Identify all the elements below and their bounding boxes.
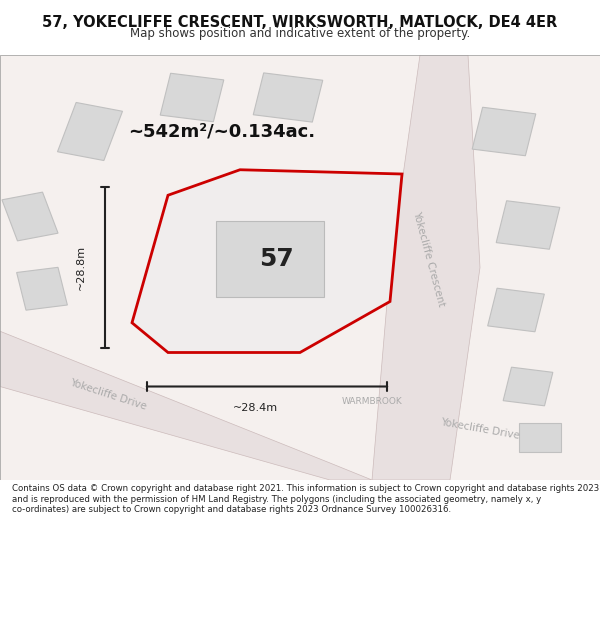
Bar bbox=[488, 288, 544, 332]
Bar bbox=[253, 73, 323, 122]
Polygon shape bbox=[132, 170, 402, 352]
Polygon shape bbox=[0, 331, 372, 480]
Text: WARMBROOK: WARMBROOK bbox=[342, 397, 403, 406]
Bar bbox=[17, 268, 67, 310]
Text: ~28.8m: ~28.8m bbox=[76, 245, 86, 290]
Bar bbox=[160, 73, 224, 122]
Bar bbox=[472, 107, 536, 156]
Polygon shape bbox=[372, 55, 480, 480]
Text: Yokecliffe Drive: Yokecliffe Drive bbox=[68, 378, 148, 412]
Text: Map shows position and indicative extent of the property.: Map shows position and indicative extent… bbox=[130, 27, 470, 39]
Text: Yokecliffe Crescent: Yokecliffe Crescent bbox=[412, 210, 446, 308]
Text: Yokecliffe Drive: Yokecliffe Drive bbox=[440, 417, 520, 441]
Bar bbox=[503, 367, 553, 406]
Bar bbox=[2, 192, 58, 241]
Text: 57, YOKECLIFFE CRESCENT, WIRKSWORTH, MATLOCK, DE4 4ER: 57, YOKECLIFFE CRESCENT, WIRKSWORTH, MAT… bbox=[43, 16, 557, 31]
Bar bbox=[58, 102, 122, 161]
Text: ~542m²/~0.134ac.: ~542m²/~0.134ac. bbox=[128, 122, 316, 141]
Text: Contains OS data © Crown copyright and database right 2021. This information is : Contains OS data © Crown copyright and d… bbox=[12, 484, 599, 514]
Bar bbox=[496, 201, 560, 249]
Text: ~28.4m: ~28.4m bbox=[232, 402, 278, 412]
Bar bbox=[519, 422, 561, 452]
Bar bbox=[216, 221, 324, 298]
Text: 57: 57 bbox=[259, 247, 293, 271]
